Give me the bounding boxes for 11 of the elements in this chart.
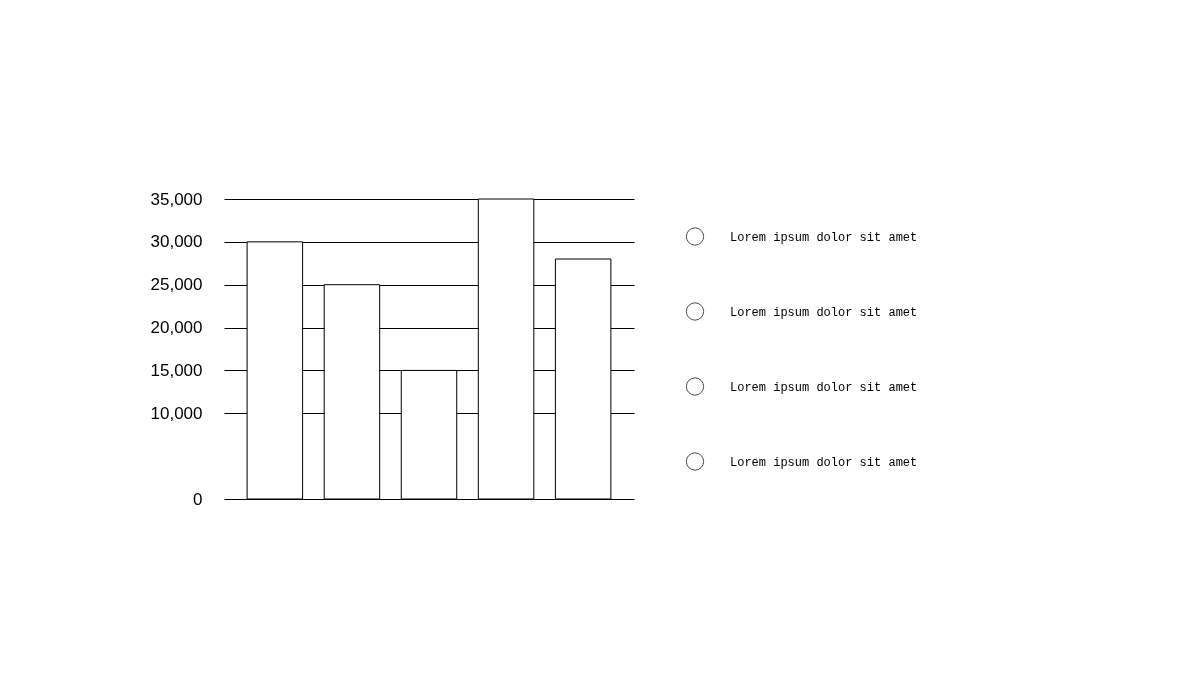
y-tick-label: 35,000 — [150, 189, 203, 209]
y-tick-label: 0 — [193, 489, 203, 509]
text: Lorem ipsum dolor sit amet — [730, 230, 918, 245]
y-tick-label: 20,000 — [150, 318, 203, 338]
y-tick-label: 25,000 — [150, 275, 203, 295]
y-tick-label: 15,000 — [150, 360, 203, 380]
text: Lorem ipsum dolor sit amet — [730, 455, 918, 470]
text: Lorem ipsum dolor sit amet — [730, 380, 918, 395]
y-tick-label: 10,000 — [150, 403, 203, 423]
y-tick-label: 30,000 — [150, 232, 203, 252]
text: Lorem ipsum dolor sit amet — [730, 305, 918, 320]
